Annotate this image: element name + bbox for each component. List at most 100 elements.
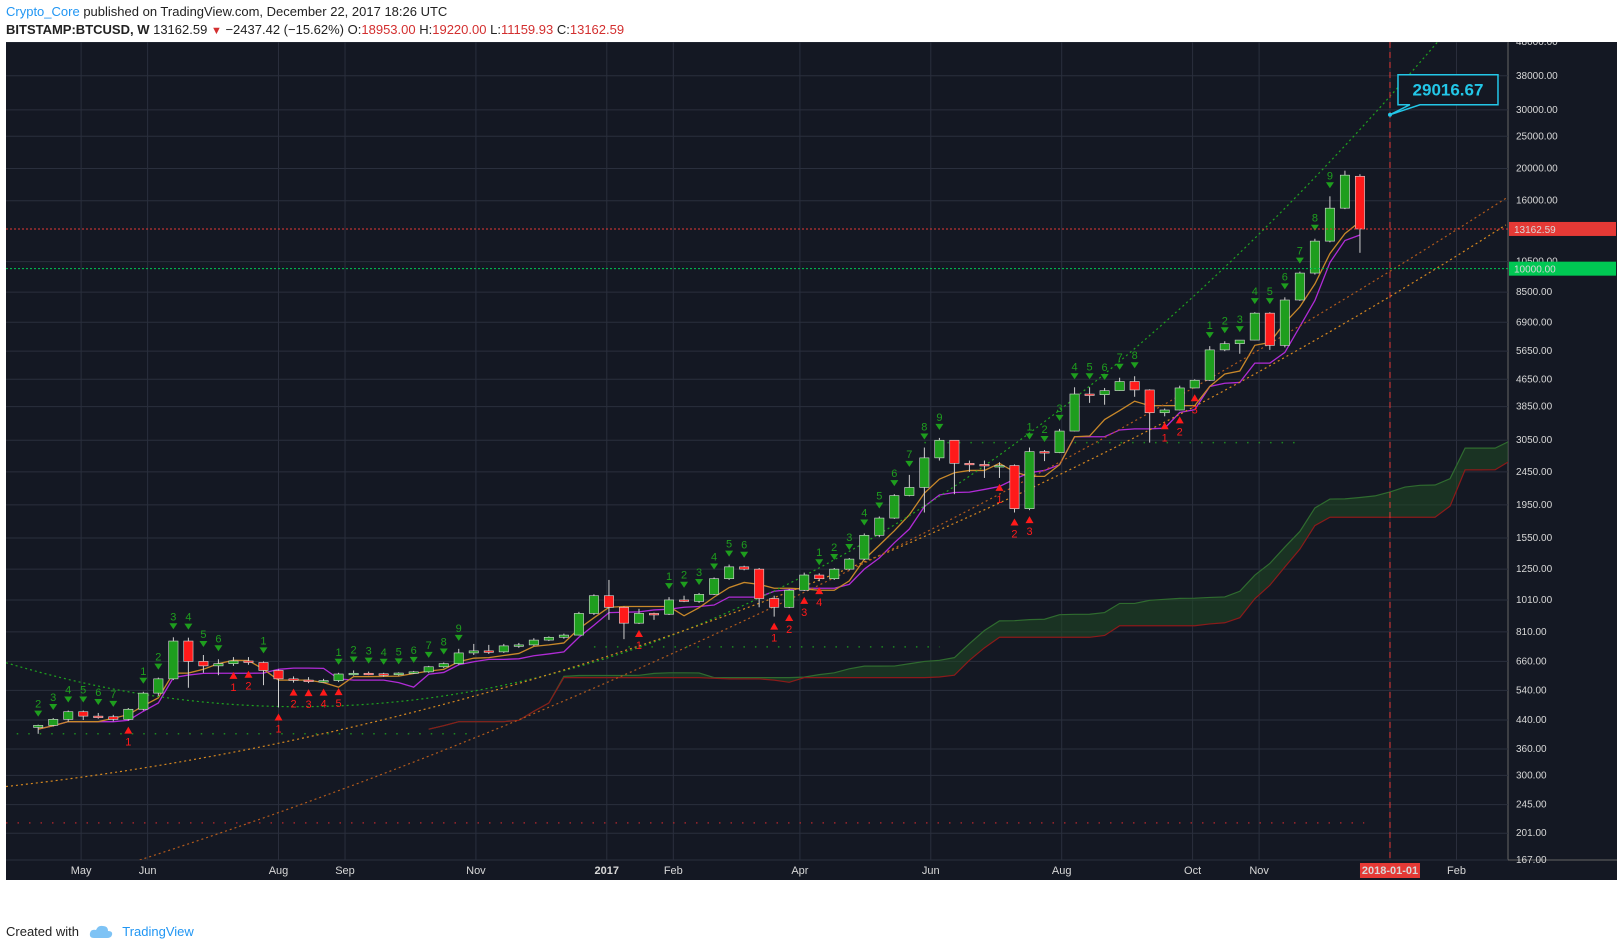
sell-setup-arrow [394,658,403,665]
candle-body [303,679,314,682]
sell-setup-count: 3 [846,532,852,544]
buy-setup-arrow [770,622,779,630]
sell-setup-count: 6 [891,468,897,480]
sell-setup-count: 5 [1267,286,1273,298]
price-callout-label: 29016.67 [1413,81,1484,100]
date-tick-label: 2018-01-01 [1362,865,1418,877]
buy-setup-count: 1 [1162,432,1168,444]
price-tick-label: 30000.00 [1516,105,1558,116]
sell-setup-arrow [154,663,163,670]
candle-body [994,465,1005,468]
author-link[interactable]: Crypto_Core [6,4,80,19]
price-line-label: 10000.00 [1514,265,1556,276]
sell-setup-count: 6 [741,540,747,552]
candle-body [123,708,134,720]
candle-body [904,487,915,496]
candle-body [1009,465,1020,509]
cloud-span-a-line [428,441,1508,730]
date-tick-label: Aug [269,865,289,877]
sell-setup-arrow [815,559,824,566]
low-label: L: [490,22,501,37]
candle-body [1129,381,1140,391]
date-tick-label: Sep [335,865,355,877]
buy-setup-arrow [1160,422,1169,430]
sell-setup-arrow [845,544,854,551]
buy-setup-count: 1 [771,633,777,645]
sell-setup-count: 1 [816,547,822,559]
date-tick-label: Oct [1184,865,1201,877]
candle-body [769,598,780,608]
sell-setup-arrow [109,700,118,707]
candle-body [1114,381,1125,391]
buy-setup-arrow [124,726,133,734]
sell-setup-count: 3 [50,692,56,704]
sell-setup-arrow [1100,373,1109,380]
published-text: published on TradingView.com, December 2… [83,4,448,19]
sell-setup-count: 1 [1207,320,1213,332]
candle-body [408,671,419,674]
sell-setup-count: 9 [1327,170,1333,182]
sell-setup-arrow [259,647,268,654]
price-tick-label: 38000.00 [1516,71,1558,82]
candle-body [1204,349,1215,381]
sell-setup-arrow [364,657,373,664]
sell-setup-arrow [139,677,148,684]
buy-setup-arrow [1025,516,1034,524]
sell-setup-count: 8 [921,422,927,434]
buy-setup-count: 2 [290,699,296,711]
price-chart[interactable]: 48000.00 38000.00 30000.00 25000.00 20000.00… [0,42,1623,914]
candle-body [829,568,840,579]
candle-body [1084,393,1095,396]
candle-body [1189,379,1200,389]
sell-setup-arrow [1265,298,1274,305]
price-tick-label: 201.00 [1516,828,1547,839]
sell-setup-count: 4 [1072,361,1078,373]
price-tick-label: 48000.00 [1516,42,1558,48]
candle-body [1054,430,1065,453]
sell-setup-count: 8 [1312,213,1318,225]
sell-setup-arrow [1085,373,1094,380]
candle-body [1264,312,1275,346]
tradingview-brand-link[interactable]: TradingView [122,924,194,939]
candle-body [799,574,810,591]
sell-setup-count: 1 [1026,422,1032,434]
date-tick-label: 2017 [595,865,619,877]
sell-setup-count: 3 [170,611,176,623]
baseline-line [38,234,1361,730]
buy-setup-arrow [334,688,343,696]
candle-body [243,660,254,663]
price-axis-area [1508,42,1617,860]
sell-setup-arrow [34,710,43,717]
sell-setup-count: 2 [831,542,837,554]
sell-setup-arrow [695,578,704,585]
price-tick-label: 810.00 [1516,627,1547,638]
candle-body [513,644,524,647]
candle-body [603,595,614,608]
sell-setup-count: 3 [366,646,372,658]
candle-body [859,534,870,560]
ohlc-legend: BITSTAMP:BTCUSD, W 13162.59 ▼ −2437.42 (… [6,22,624,37]
sell-setup-arrow [454,634,463,641]
date-tick-label: Jun [139,865,157,877]
sell-setup-arrow [1040,436,1049,443]
date-tick-label: Apr [791,865,808,877]
sell-setup-arrow [1295,257,1304,264]
price-tick-label: 5650.00 [1516,346,1553,357]
sell-setup-count: 4 [711,551,717,563]
sell-setup-arrow [199,641,208,648]
candle-body [468,650,479,654]
buy-setup-count: 3 [1192,404,1198,416]
date-tick-label: Aug [1052,865,1072,877]
candle-body [108,716,119,720]
buy-setup-arrow [800,596,809,604]
sell-setup-count: 4 [185,612,191,624]
candle-body [453,652,464,664]
date-tick-label: May [71,865,92,877]
sell-setup-count: 7 [1117,352,1123,364]
last-price: 13162.59 [153,22,208,37]
sell-setup-count: 7 [110,689,116,701]
candle-body [1069,393,1080,432]
candle-body [438,663,449,668]
sell-setup-count: 5 [1087,361,1093,373]
sell-setup-count: 5 [200,629,206,641]
